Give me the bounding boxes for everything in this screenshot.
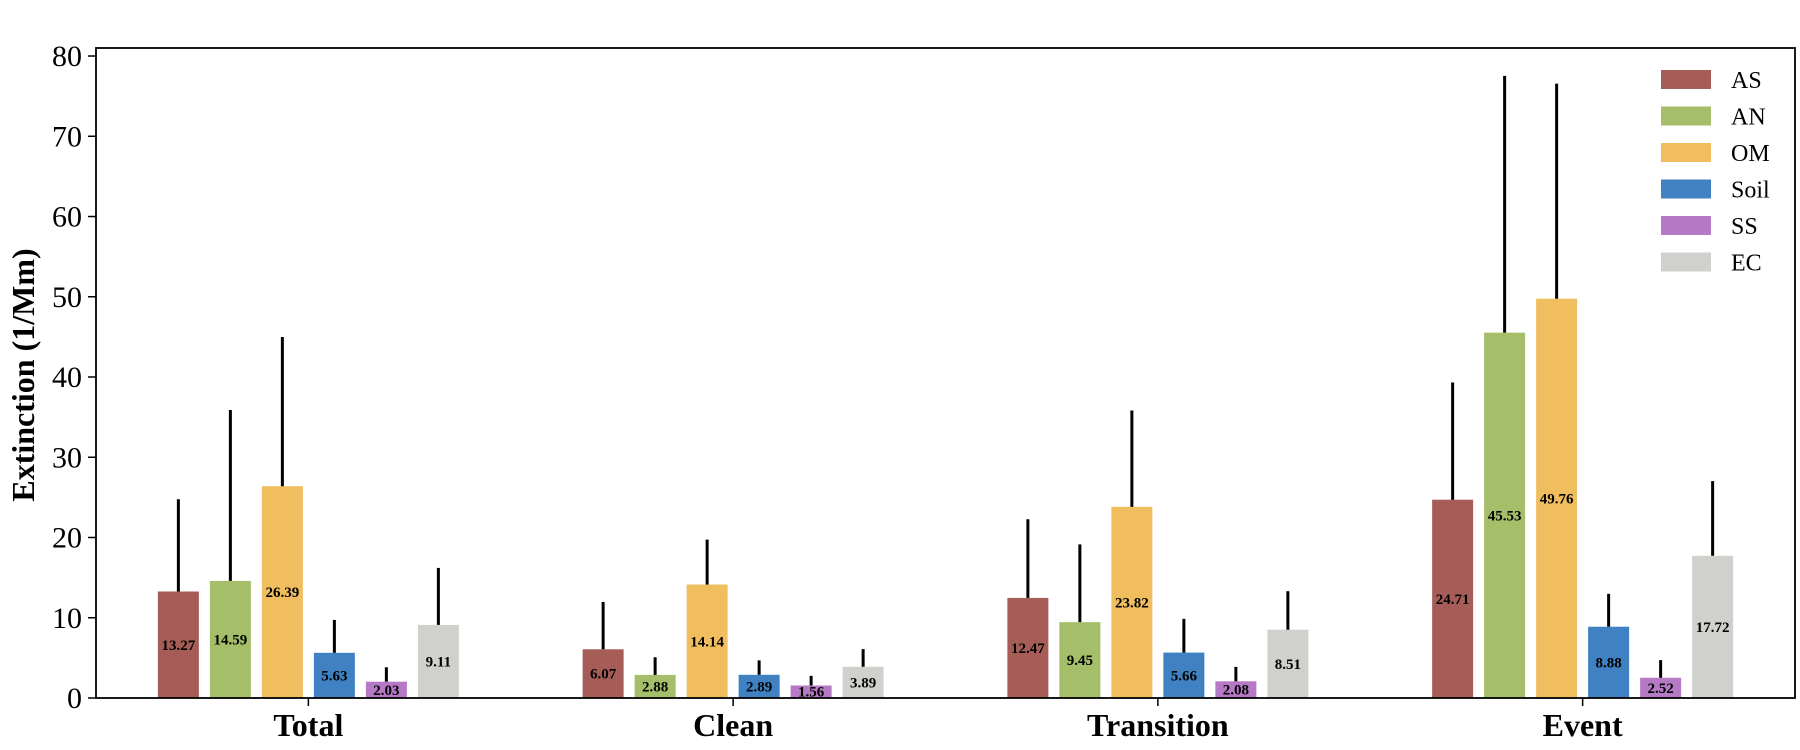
bar-an-event — [1484, 332, 1526, 698]
y-tick-label: 70 — [52, 120, 82, 153]
bar-ec-transition — [1267, 629, 1309, 698]
legend-label-ss: SS — [1731, 214, 1758, 240]
bar-as-total — [157, 591, 199, 698]
data-label-an-transition: 9.45 — [1067, 653, 1093, 669]
legend-swatch-ec — [1661, 252, 1711, 272]
bar-om-transition — [1111, 506, 1153, 698]
legend-label-as: AS — [1731, 68, 1762, 94]
y-tick-label: 20 — [52, 522, 82, 555]
y-tick-label: 50 — [52, 281, 82, 314]
data-label-ec-clean: 3.89 — [850, 675, 876, 691]
x-tick-label-total: Total — [273, 707, 343, 743]
bar-ss-transition — [1215, 681, 1257, 698]
legend-label-soil: Soil — [1731, 178, 1770, 204]
bar-an-clean — [634, 674, 676, 698]
data-label-as-event: 24.71 — [1436, 592, 1470, 608]
legend: AS AN OM Soil SS EC — [1661, 68, 1770, 277]
data-label-soil-transition: 5.66 — [1171, 668, 1198, 684]
bar-om-total — [261, 486, 303, 698]
y-tick-label: 80 — [52, 40, 82, 73]
y-tick-label: 0 — [67, 682, 82, 715]
bar-soil-clean — [738, 674, 780, 698]
bar-as-clean — [582, 649, 624, 698]
axes: Total Clean Transition Event 0 10 20 30 40 50 60 70… — [52, 40, 1796, 743]
y-tick-label: 30 — [52, 441, 82, 474]
bar-as-transition — [1007, 597, 1049, 698]
data-label-om-event: 49.76 — [1540, 491, 1574, 507]
legend-label-om: OM — [1731, 141, 1770, 167]
y-tick-label: 40 — [52, 361, 82, 394]
y-tick-label: 60 — [52, 201, 82, 234]
data-label-ss-transition: 2.08 — [1223, 683, 1249, 699]
legend-swatch-ss — [1661, 216, 1711, 235]
legend-swatch-soil — [1661, 179, 1711, 199]
data-label-as-transition: 12.47 — [1011, 641, 1045, 657]
legend-swatch-om — [1661, 143, 1711, 162]
legend-swatch-an — [1661, 106, 1711, 126]
data-label-om-clean: 14.14 — [690, 634, 724, 650]
data-label-soil-event: 8.88 — [1596, 655, 1622, 671]
bar-ec-total — [417, 624, 459, 698]
bar-series-group — [157, 298, 1734, 698]
data-label-soil-clean: 2.89 — [746, 679, 772, 695]
x-tick-label-transition: Transition — [1087, 707, 1229, 743]
bar-ss-clean — [790, 685, 832, 698]
y-tick-label: 10 — [52, 602, 82, 635]
bar-ss-total — [365, 681, 407, 698]
data-label-as-total: 13.27 — [162, 638, 196, 654]
bar-soil-event — [1588, 626, 1630, 698]
data-label-om-transition: 23.82 — [1115, 595, 1149, 611]
bar-ec-clean — [842, 666, 884, 698]
y-axis-title: Extinction (1/Mm) — [5, 248, 41, 501]
data-label-as-clean: 6.07 — [590, 667, 617, 683]
data-label-an-total: 14.59 — [214, 632, 248, 648]
legend-label-an: AN — [1731, 105, 1766, 131]
data-label-om-total: 26.39 — [266, 585, 300, 601]
data-label-an-event: 45.53 — [1488, 508, 1522, 524]
data-label-ec-transition: 8.51 — [1275, 657, 1301, 673]
plot-frame — [95, 47, 1796, 699]
bar-an-total — [209, 580, 251, 698]
data-label-ss-total: 2.03 — [373, 683, 399, 699]
error-bar-group — [176, 75, 1715, 686]
x-tick-label-clean: Clean — [693, 707, 773, 743]
bar-ss-event — [1640, 677, 1682, 698]
bar-soil-total — [313, 652, 355, 698]
bar-an-transition — [1059, 622, 1101, 698]
data-label-ss-event: 2.52 — [1648, 681, 1674, 697]
bar-om-clean — [686, 584, 728, 698]
bar-om-event — [1536, 298, 1578, 698]
bar-ec-event — [1692, 555, 1734, 698]
legend-label-ec: EC — [1731, 251, 1762, 277]
data-label-ec-total: 9.11 — [426, 654, 451, 670]
bar-as-event — [1432, 499, 1474, 698]
legend-swatch-as — [1661, 70, 1711, 89]
data-label-an-clean: 2.88 — [642, 679, 668, 695]
data-label-soil-total: 5.63 — [321, 668, 347, 684]
data-label-ss-clean: 1.56 — [798, 685, 825, 701]
bar-soil-transition — [1163, 652, 1205, 698]
x-tick-label-event: Event — [1543, 707, 1623, 743]
data-label-group: 13.27 14.59 26.39 5.63 2.03 9.11 6.07 2.88 14.14… — [162, 491, 1730, 700]
data-label-ec-event: 17.72 — [1696, 620, 1730, 636]
